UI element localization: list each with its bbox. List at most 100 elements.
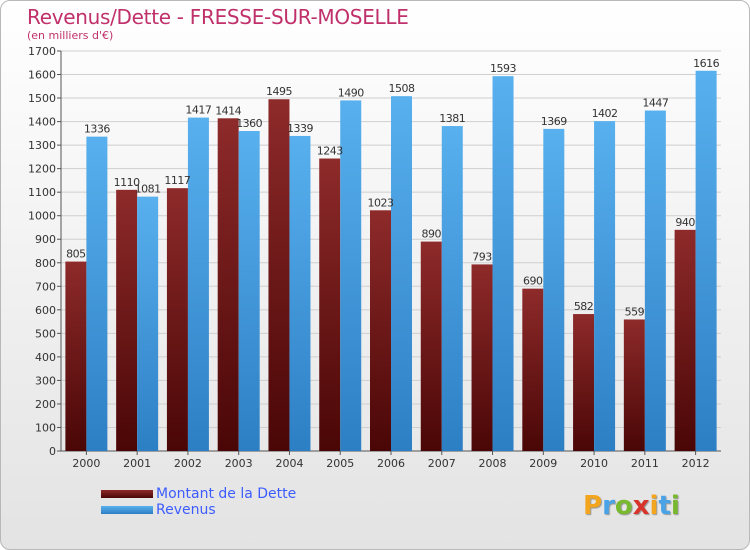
logo-letter: r <box>602 491 615 521</box>
y-tick-label: 1300 <box>28 139 56 152</box>
data-label-revenue: 1081 <box>135 183 161 196</box>
bar-revenue <box>289 135 311 452</box>
logo-letter: x <box>632 491 650 521</box>
y-tick-label: 1500 <box>28 92 56 105</box>
y-tick-label: 800 <box>35 257 56 270</box>
y-tick-label: 300 <box>35 374 56 387</box>
legend-label-debt: Montant de la Dette <box>156 486 297 502</box>
x-tick-label: 2009 <box>529 457 557 470</box>
data-label-debt: 940 <box>675 216 695 229</box>
bar-revenue <box>340 100 362 451</box>
y-tick-label: 500 <box>35 327 56 340</box>
data-label-debt: 559 <box>625 305 645 318</box>
x-tick-label: 2008 <box>479 457 507 470</box>
bar-revenue <box>86 136 108 451</box>
data-label-revenue: 1616 <box>693 57 719 70</box>
data-label-revenue: 1339 <box>287 122 313 135</box>
data-label-revenue: 1336 <box>84 123 110 136</box>
bar-debt <box>319 158 341 451</box>
y-tick-label: 600 <box>35 304 56 317</box>
data-label-revenue: 1402 <box>592 107 618 120</box>
x-tick-label: 2011 <box>631 457 659 470</box>
data-label-debt: 1110 <box>114 176 140 189</box>
y-tick-label: 700 <box>35 280 56 293</box>
bar-revenue <box>441 126 463 451</box>
bar-revenue <box>543 128 565 451</box>
axes: 0 100 200 300 400 500 600 700 800 900 1000 1100 1200… <box>28 45 721 470</box>
data-label-debt: 690 <box>523 275 543 288</box>
bar-debt <box>674 229 696 451</box>
bar-revenue <box>492 76 514 452</box>
bar-revenue <box>238 131 260 451</box>
data-label-debt: 1117 <box>164 174 190 187</box>
logo-letter: P <box>583 491 603 521</box>
bar-debt <box>116 189 138 451</box>
bar-revenue <box>594 121 616 451</box>
bar-debt <box>420 241 442 451</box>
x-tick-label: 2003 <box>225 457 253 470</box>
data-label-debt: 1023 <box>368 196 394 209</box>
y-tick-label: 200 <box>35 398 56 411</box>
bar-debt <box>268 99 290 451</box>
y-tick-label: 1000 <box>28 210 56 223</box>
bar-debt <box>217 118 239 451</box>
data-label-debt: 582 <box>574 300 594 313</box>
x-tick-label: 2006 <box>377 457 405 470</box>
logo-letter: o <box>614 491 633 521</box>
x-tick-label: 2000 <box>72 457 100 470</box>
bars <box>65 70 717 452</box>
data-label-debt: 793 <box>472 250 492 263</box>
logo-letter: t <box>658 491 671 521</box>
bar-debt <box>522 288 544 451</box>
data-label-debt: 1243 <box>317 145 343 158</box>
x-tick-label: 2010 <box>580 457 608 470</box>
bar-revenue <box>187 117 209 452</box>
y-tick-label: 1100 <box>28 186 56 199</box>
bar-debt <box>370 210 391 451</box>
bar-debt <box>471 264 493 451</box>
y-tick-label: 1600 <box>28 69 56 82</box>
data-label-debt: 890 <box>422 228 442 241</box>
y-tick-label: 1400 <box>28 116 56 129</box>
y-tick-label: 900 <box>35 233 56 246</box>
logo-letter: i <box>670 491 680 521</box>
x-tick-label: 2002 <box>174 457 202 470</box>
y-tick-label: 100 <box>35 421 56 434</box>
bar-revenue <box>391 96 412 452</box>
y-tick-label: 0 <box>49 445 56 458</box>
y-tick-label: 400 <box>35 351 56 364</box>
legend-swatch-revenue <box>101 506 153 514</box>
data-label-debt: 1495 <box>266 85 292 98</box>
bar-debt <box>65 261 87 451</box>
proxiti-logo: Proxiti <box>583 491 680 521</box>
bar-debt <box>573 314 595 451</box>
data-label-revenue: 1369 <box>541 115 567 128</box>
y-tick-label: 1700 <box>28 45 56 58</box>
bar-debt <box>623 319 645 451</box>
data-label-revenue: 1508 <box>389 82 415 95</box>
data-label-revenue: 1417 <box>185 104 211 117</box>
chart-subtitle: (en milliers d'€) <box>27 29 114 42</box>
x-tick-label: 2007 <box>428 457 456 470</box>
y-tick-label: 1200 <box>28 163 56 176</box>
chart-title: Revenus/Dette - FRESSE-SUR-MOSELLE <box>27 5 409 29</box>
bar-revenue <box>695 70 717 451</box>
data-label-debt: 805 <box>66 248 86 261</box>
legend-label-revenue: Revenus <box>156 502 216 518</box>
legend-swatch-debt <box>101 490 153 498</box>
logo-letter: i <box>649 491 659 521</box>
bar-debt <box>166 188 188 452</box>
data-label-revenue: 1381 <box>439 112 465 125</box>
data-label-revenue: 1490 <box>338 86 364 99</box>
data-label-revenue: 1360 <box>236 117 262 130</box>
x-tick-label: 2001 <box>123 457 151 470</box>
bar-revenue <box>644 110 666 451</box>
data-label-revenue: 1593 <box>490 62 516 75</box>
x-tick-label: 2005 <box>326 457 354 470</box>
bar-revenue <box>137 196 159 451</box>
data-label-revenue: 1447 <box>642 97 668 110</box>
x-tick-label: 2012 <box>682 457 710 470</box>
